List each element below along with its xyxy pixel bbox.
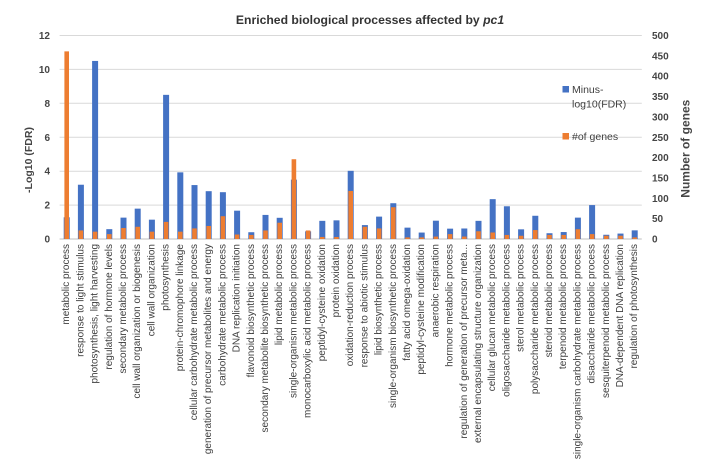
svg-text:lipid metabolic process: lipid metabolic process (274, 244, 285, 345)
svg-text:0: 0 (44, 235, 50, 246)
svg-text:cell wall organization or biog: cell wall organization or biogenesis (132, 244, 143, 399)
svg-text:hormone metabolic process: hormone metabolic process (445, 244, 456, 367)
svg-text:-Log10 (FDR): -Log10 (FDR) (23, 127, 35, 193)
svg-text:DNA replication initiation: DNA replication initiation (232, 244, 243, 352)
svg-text:350: 350 (652, 92, 669, 103)
svg-text:oxidation-reduction process: oxidation-reduction process (345, 244, 356, 366)
svg-text:single-organism carbohydrate m: single-organism carbohydrate metabolic p… (572, 244, 583, 459)
svg-text:fatty acid omega-oxidation: fatty acid omega-oxidation (402, 244, 413, 361)
svg-text:photosynthesis: photosynthesis (161, 244, 172, 311)
svg-text:secondary metabolic process: secondary metabolic process (118, 244, 129, 374)
svg-text:carbohydrate metabolic process: carbohydrate metabolic process (217, 244, 228, 386)
svg-text:0: 0 (652, 235, 658, 246)
svg-text:anaerobic respiration: anaerobic respiration (430, 244, 441, 337)
svg-text:300: 300 (652, 112, 669, 123)
svg-text:cellular glucan metabolic proc: cellular glucan metabolic process (487, 244, 498, 391)
svg-text:10: 10 (39, 65, 51, 76)
svg-text:Number of genes: Number of genes (679, 99, 693, 197)
svg-text:150: 150 (652, 173, 669, 184)
svg-text:single-organism biosynthetic p: single-organism biosynthetic process (388, 244, 399, 408)
svg-text:secondary metabolite biosynthe: secondary metabolite biosynthetic proces… (260, 244, 271, 432)
svg-text:12: 12 (39, 31, 51, 42)
svg-text:response to abiotic stimulus: response to abiotic stimulus (359, 244, 370, 367)
svg-text:peptidyl-cysteine modification: peptidyl-cysteine modification (416, 244, 427, 375)
svg-text:lipid biosynthetic process: lipid biosynthetic process (374, 244, 385, 355)
svg-text:#of genes: #of genes (572, 131, 618, 143)
svg-text:500: 500 (652, 31, 669, 42)
svg-text:generation of precursor metabo: generation of precursor metabolites and … (203, 244, 214, 454)
svg-text:regulation of photosynthesis: regulation of photosynthesis (629, 244, 640, 369)
svg-text:sesquiterpenoid metabolic proc: sesquiterpenoid metabolic process (601, 244, 612, 398)
svg-text:400: 400 (652, 72, 669, 83)
svg-text:100: 100 (652, 194, 669, 205)
svg-text:photosynthesis, light harvesti: photosynthesis, light harvesting (90, 244, 101, 384)
svg-text:2: 2 (44, 201, 50, 212)
svg-text:Enriched biological processes: Enriched biological processes affected b… (236, 13, 504, 27)
svg-text:disaccharide metabolic process: disaccharide metabolic process (587, 244, 598, 384)
svg-text:protein-chromophore linkage: protein-chromophore linkage (175, 244, 186, 372)
svg-text:polysaccharide metabolic proce: polysaccharide metabolic process (530, 244, 541, 394)
svg-text:450: 450 (652, 51, 669, 62)
svg-text:Minus-: Minus- (572, 84, 604, 96)
svg-text:metabolic process: metabolic process (61, 244, 72, 325)
svg-text:sterol metabolic process: sterol metabolic process (516, 244, 527, 352)
svg-text:log10(FDR): log10(FDR) (572, 99, 626, 111)
svg-text:protein oxidation: protein oxidation (331, 244, 342, 317)
svg-text:terpenoid metabolic process: terpenoid metabolic process (558, 244, 569, 369)
svg-text:200: 200 (652, 153, 669, 164)
svg-text:4: 4 (44, 167, 50, 178)
svg-text:cell wall organization: cell wall organization (146, 244, 157, 336)
svg-text:external encapsulating structu: external encapsulating structure organiz… (473, 244, 484, 443)
svg-text:flavonoid biosynthetic process: flavonoid biosynthetic process (246, 244, 257, 377)
svg-text:single-organism metabolic proc: single-organism metabolic process (288, 244, 299, 398)
svg-text:DNA-dependent DNA replication: DNA-dependent DNA replication (615, 244, 626, 387)
svg-text:regulation of generation of pr: regulation of generation of precursor me… (459, 244, 470, 439)
svg-text:steroid metabolic process: steroid metabolic process (544, 244, 555, 357)
svg-text:50: 50 (652, 214, 664, 225)
svg-text:peptidyl-cysteine oxidation: peptidyl-cysteine oxidation (317, 244, 328, 361)
svg-text:regulation of hormone levels: regulation of hormone levels (104, 244, 115, 370)
svg-text:monocarboxylic acid metabolic: monocarboxylic acid metabolic process (303, 244, 314, 418)
svg-text:8: 8 (44, 99, 50, 110)
svg-text:response to light stimulus: response to light stimulus (75, 244, 86, 357)
svg-text:6: 6 (44, 133, 50, 144)
svg-text:250: 250 (652, 133, 669, 144)
svg-text:cellular carbohydrate metaboli: cellular carbohydrate metabolic process (189, 244, 200, 420)
svg-text:oligosaccharide metabolic proc: oligosaccharide metabolic process (501, 244, 512, 397)
